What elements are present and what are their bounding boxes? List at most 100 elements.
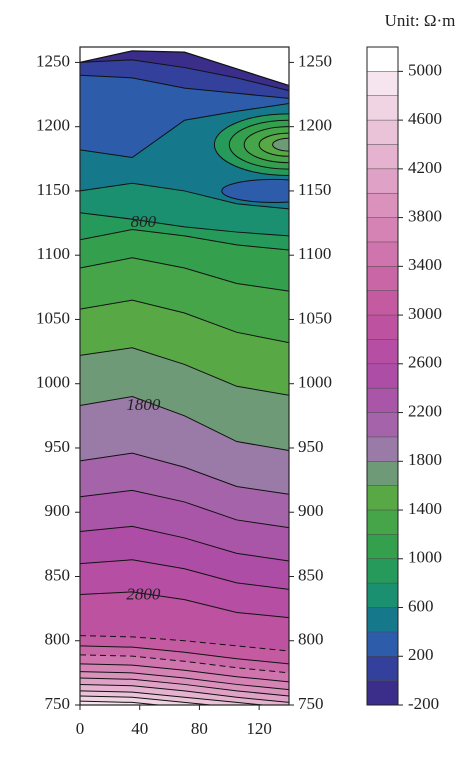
contour-line	[80, 103, 289, 159]
plot-area	[80, 47, 289, 705]
colorbar-tick-label: 200	[408, 645, 434, 664]
colorbar-segment	[367, 461, 398, 486]
colorbar-tick-label: 1000	[408, 548, 442, 567]
contour-line	[80, 489, 289, 529]
contour-line	[80, 525, 289, 562]
colorbar-segment	[367, 436, 398, 462]
y2-tick-label: 800	[298, 630, 324, 649]
y-tick-label: 1150	[37, 180, 70, 199]
y-tick-label: 1100	[37, 244, 70, 263]
contour-line	[80, 347, 289, 396]
colorbar-segment	[367, 412, 398, 437]
colorbar-segment	[367, 680, 398, 705]
contour-line	[80, 671, 289, 691]
colorbar-segment	[367, 95, 398, 121]
contour-line	[80, 663, 289, 683]
contour-line	[80, 677, 289, 697]
y-tick-label: 800	[45, 630, 71, 649]
colorbar-tick-label: 600	[408, 596, 434, 615]
contour-label: 800	[131, 212, 157, 231]
contour-line	[80, 591, 289, 619]
y2-tick-label: 1250	[298, 51, 332, 70]
y-tick-label: 750	[45, 694, 71, 713]
colorbar-tick-label: 2600	[408, 353, 442, 372]
colorbar-segment	[367, 656, 398, 681]
contour-line	[80, 654, 289, 674]
colorbar-segment	[367, 168, 398, 194]
colorbar-segment	[367, 241, 398, 267]
colorbar-segment	[367, 193, 398, 218]
contour-line	[80, 299, 289, 344]
y-tick-label: 1000	[36, 373, 70, 392]
contour-line	[80, 635, 289, 652]
colorbar-segment	[367, 290, 398, 316]
x-tick-label: 80	[191, 719, 208, 738]
contour-line	[80, 700, 164, 705]
y2-tick-label: 1000	[298, 373, 332, 392]
colorbar-tick-label: 3400	[408, 255, 442, 274]
y2-tick-label: 1200	[298, 116, 332, 135]
colorbar-title: Unit: Ω·m	[385, 11, 456, 30]
colorbar-segment	[367, 583, 398, 608]
colorbar-tick-label: 4200	[408, 158, 442, 177]
y2-tick-label: 1050	[298, 308, 332, 327]
y-tick-label: 850	[45, 565, 71, 584]
contour-line	[80, 683, 289, 703]
y2-tick-label: 950	[298, 437, 324, 456]
contour-line	[80, 228, 289, 251]
colorbar-segment	[367, 266, 398, 291]
colorbar-tick-label: 1400	[408, 499, 442, 518]
contour-line	[80, 74, 289, 99]
x-tick-label: 0	[76, 719, 85, 738]
contour-label: 1800	[126, 395, 161, 414]
contour-line	[80, 452, 289, 495]
contour-label: 2800	[126, 585, 161, 604]
colorbar-frame	[366, 46, 399, 706]
colorbar-tick-label: 3800	[408, 206, 442, 225]
y-tick-label: 1050	[36, 308, 70, 327]
contour-line	[80, 396, 289, 452]
colorbar-tick-label: -200	[408, 694, 439, 713]
colorbar-tick-label: 5000	[408, 60, 442, 79]
y-tick-label: 1200	[36, 116, 70, 135]
y2-tick-label: 900	[298, 501, 324, 520]
contour-line	[80, 257, 289, 292]
x-tick-label: 40	[131, 719, 148, 738]
y2-tick-label: 750	[298, 694, 324, 713]
contour-line	[80, 695, 216, 705]
colorbar-segment	[367, 315, 398, 340]
contour-line	[80, 59, 289, 92]
colorbar-segment	[367, 534, 398, 559]
colorbar-segment	[367, 339, 398, 364]
x-tick-label: 120	[246, 719, 272, 738]
contour-line	[80, 182, 289, 210]
colorbar-segment	[367, 47, 398, 72]
colorbar-tick-label: 2200	[408, 401, 442, 420]
colorbar-segment	[367, 631, 398, 657]
y2-tick-label: 1100	[298, 244, 331, 263]
colorbar-tick-label: 4600	[408, 109, 442, 128]
y2-tick-label: 850	[298, 565, 324, 584]
y-tick-label: 1250	[36, 51, 70, 70]
colorbar-segment	[367, 388, 398, 413]
colorbar-tick-label: 3000	[408, 304, 442, 323]
surface-line	[80, 50, 289, 87]
y2-tick-label: 1150	[298, 180, 331, 199]
colorbar-segment	[367, 485, 398, 511]
contour-line	[80, 690, 268, 705]
colorbar-segment	[367, 607, 398, 632]
contour-line	[80, 559, 289, 590]
contour-lens	[272, 137, 289, 152]
y-tick-label: 900	[45, 501, 71, 520]
colorbar-segment	[367, 510, 398, 535]
contour-line	[80, 645, 289, 665]
colorbar-segment	[367, 558, 398, 584]
colorbar-segment	[367, 71, 398, 96]
colorbar-segment	[367, 363, 398, 389]
colorbar-segment	[367, 217, 398, 242]
colorbar-segment	[367, 144, 398, 169]
y-tick-label: 950	[45, 437, 71, 456]
colorbar-segment	[367, 120, 398, 145]
